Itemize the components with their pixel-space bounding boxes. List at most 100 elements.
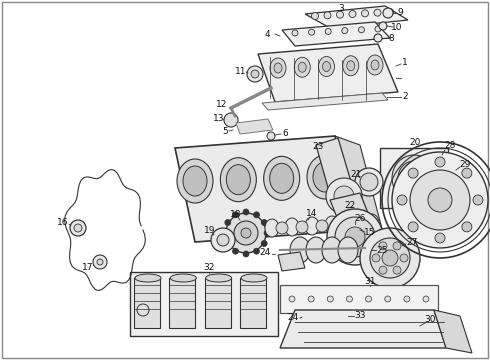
Circle shape xyxy=(326,178,362,214)
Text: 11: 11 xyxy=(235,67,247,76)
Text: 24: 24 xyxy=(287,314,298,323)
Ellipse shape xyxy=(226,165,250,195)
Text: 22: 22 xyxy=(344,201,356,210)
Text: 33: 33 xyxy=(354,311,366,320)
Circle shape xyxy=(264,230,270,236)
Ellipse shape xyxy=(392,155,436,201)
Text: 9: 9 xyxy=(397,8,403,17)
Circle shape xyxy=(410,170,470,230)
Polygon shape xyxy=(335,136,385,240)
Circle shape xyxy=(137,304,149,316)
Ellipse shape xyxy=(313,162,337,192)
Text: 31: 31 xyxy=(364,278,376,287)
Circle shape xyxy=(342,28,348,33)
Circle shape xyxy=(261,240,267,247)
Circle shape xyxy=(327,209,383,265)
Text: 29: 29 xyxy=(459,159,471,168)
Ellipse shape xyxy=(398,161,430,195)
Ellipse shape xyxy=(325,216,339,234)
Text: 21: 21 xyxy=(350,170,362,179)
Polygon shape xyxy=(236,119,273,134)
Circle shape xyxy=(241,228,251,238)
Ellipse shape xyxy=(343,56,359,76)
Circle shape xyxy=(382,250,398,266)
Polygon shape xyxy=(280,310,446,348)
Circle shape xyxy=(337,11,343,18)
Circle shape xyxy=(379,266,387,274)
Circle shape xyxy=(392,152,488,248)
Bar xyxy=(170,278,196,328)
Circle shape xyxy=(327,296,333,302)
Text: 4: 4 xyxy=(264,30,270,39)
Circle shape xyxy=(296,221,308,233)
Text: 32: 32 xyxy=(203,264,215,273)
Polygon shape xyxy=(305,307,328,325)
Circle shape xyxy=(217,234,229,246)
Circle shape xyxy=(324,12,331,19)
Circle shape xyxy=(247,66,263,82)
Circle shape xyxy=(267,132,275,140)
Ellipse shape xyxy=(305,217,319,235)
Text: 13: 13 xyxy=(213,113,225,122)
Circle shape xyxy=(379,22,387,30)
Polygon shape xyxy=(278,252,305,271)
Circle shape xyxy=(362,10,368,17)
Ellipse shape xyxy=(365,214,379,232)
Ellipse shape xyxy=(290,237,310,263)
Ellipse shape xyxy=(171,274,196,282)
Circle shape xyxy=(243,251,249,257)
Circle shape xyxy=(97,259,103,265)
Circle shape xyxy=(393,266,401,274)
Circle shape xyxy=(356,218,368,230)
Ellipse shape xyxy=(265,219,279,237)
Circle shape xyxy=(224,113,238,127)
Polygon shape xyxy=(434,310,472,353)
Ellipse shape xyxy=(298,62,306,72)
Circle shape xyxy=(225,220,231,225)
Circle shape xyxy=(93,255,107,269)
Ellipse shape xyxy=(306,237,326,263)
Text: 28: 28 xyxy=(444,140,456,149)
Circle shape xyxy=(276,222,288,234)
Ellipse shape xyxy=(345,215,359,233)
Circle shape xyxy=(400,254,408,262)
Polygon shape xyxy=(315,302,345,325)
Circle shape xyxy=(261,220,267,225)
Circle shape xyxy=(234,221,258,245)
Ellipse shape xyxy=(264,156,300,200)
Circle shape xyxy=(370,238,410,278)
Circle shape xyxy=(435,233,445,243)
Text: 16: 16 xyxy=(57,217,69,226)
Circle shape xyxy=(349,10,356,18)
Ellipse shape xyxy=(347,61,355,71)
Circle shape xyxy=(360,228,420,288)
Circle shape xyxy=(408,168,418,178)
Bar xyxy=(240,278,266,328)
Text: 1: 1 xyxy=(402,58,408,67)
Ellipse shape xyxy=(183,166,207,196)
Circle shape xyxy=(345,227,365,247)
Polygon shape xyxy=(175,136,360,242)
Circle shape xyxy=(325,28,331,35)
Circle shape xyxy=(289,296,295,302)
Circle shape xyxy=(397,195,407,205)
Circle shape xyxy=(375,26,381,32)
Circle shape xyxy=(374,9,381,16)
Circle shape xyxy=(292,30,298,36)
Circle shape xyxy=(232,248,239,254)
Circle shape xyxy=(253,248,260,254)
Text: 6: 6 xyxy=(282,129,288,138)
Text: 15: 15 xyxy=(364,228,376,237)
Text: 10: 10 xyxy=(391,23,403,32)
Ellipse shape xyxy=(270,163,294,193)
Circle shape xyxy=(383,8,393,18)
Ellipse shape xyxy=(307,155,343,199)
Circle shape xyxy=(387,9,393,15)
Bar xyxy=(205,278,231,328)
Circle shape xyxy=(372,254,380,262)
Circle shape xyxy=(309,29,315,35)
Polygon shape xyxy=(262,93,388,110)
Ellipse shape xyxy=(318,57,335,77)
Bar xyxy=(134,278,160,328)
Circle shape xyxy=(243,209,249,215)
